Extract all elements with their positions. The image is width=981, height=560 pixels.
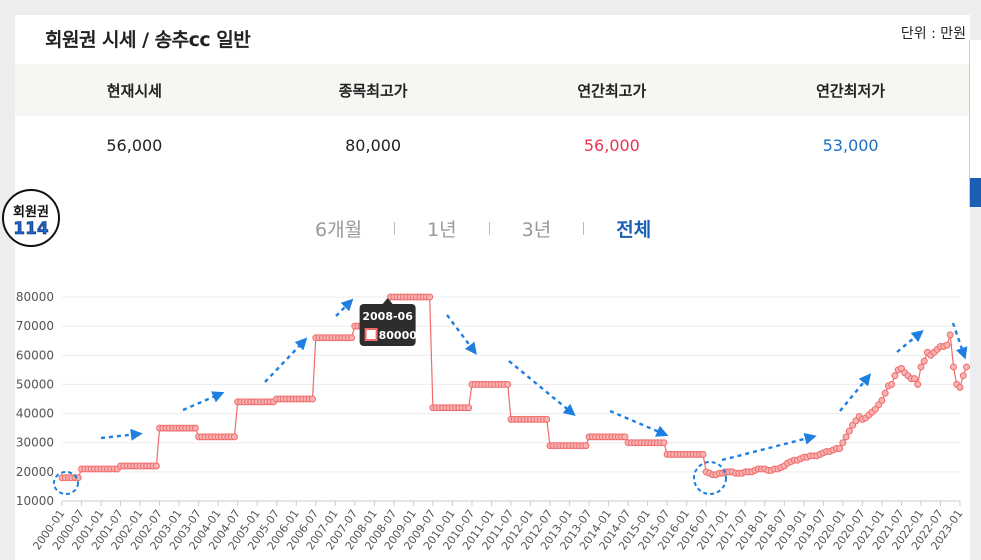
tab-all[interactable]: 전체: [616, 219, 652, 241]
data-point: [842, 433, 850, 441]
data-point: [949, 363, 957, 371]
data-point: [946, 331, 954, 339]
data-point: [888, 380, 896, 388]
data-point: [881, 389, 889, 397]
trend-arrow: [446, 314, 477, 355]
data-point: [956, 383, 964, 391]
data-point: [582, 442, 590, 450]
value-all-time-high: 80,000: [345, 135, 402, 155]
page-scrollbar-track[interactable]: [969, 40, 981, 207]
data-point: [891, 372, 899, 380]
data-point: [191, 424, 199, 432]
trend-arrow: [100, 428, 143, 441]
tab-3-years[interactable]: 3년: [521, 219, 552, 241]
trend-arrow: [839, 373, 872, 412]
price-summary-table: 현재시세 종목최고가 연간최고가 연간최저가 56,000 80,000 56,…: [15, 64, 970, 174]
data-point: [426, 293, 434, 301]
y-tick-label: 80000: [16, 290, 54, 304]
data-point: [910, 375, 918, 383]
tab-divider: [583, 222, 585, 235]
low-point-circle: [693, 461, 727, 495]
data-point: [660, 439, 668, 447]
logo-text-line2: 114: [13, 219, 49, 239]
summary-value-row: 56,000 80,000 56,000 53,000: [15, 116, 970, 174]
chart-panel: 회원권 시세 / 송추cc 일반 단위 : 만원 현재시세 종목최고가 연간최고…: [15, 15, 970, 560]
y-tick-label: 70000: [16, 319, 54, 333]
tab-divider: [488, 222, 490, 235]
data-point: [465, 404, 473, 412]
value-annual-low: 53,000: [822, 135, 879, 155]
y-tick-label: 60000: [16, 348, 54, 362]
y-tick-label: 40000: [16, 407, 54, 421]
unit-label: 단위 : 만원: [900, 26, 966, 42]
tooltip-legend-swatch: [364, 328, 378, 341]
value-current-price: 56,000: [106, 135, 163, 155]
tab-6-months[interactable]: 6개월: [315, 219, 363, 241]
data-point: [963, 363, 971, 371]
data-point: [230, 433, 238, 441]
header-all-time-high: 종목최고가: [338, 81, 408, 100]
value-annual-high: 56,000: [583, 135, 640, 155]
data-point: [836, 445, 844, 453]
data-point: [917, 363, 925, 371]
data-point: [621, 433, 629, 441]
header-annual-high: 연간최고가: [577, 81, 647, 100]
y-tick-label: 30000: [16, 436, 54, 450]
tab-divider: [394, 222, 396, 235]
page-scrollbar-thumb[interactable]: [970, 178, 981, 207]
page-title: 회원권 시세 / 송추cc 일반: [45, 29, 251, 51]
trend-arrow: [335, 298, 354, 317]
trend-arrow: [951, 322, 968, 360]
trend-arrow: [264, 337, 308, 383]
period-tabs: 6개월 1년 3년 전체: [315, 215, 651, 242]
tooltip-value: 80000: [379, 329, 418, 342]
trend-arrow: [896, 329, 924, 353]
data-point: [914, 380, 922, 388]
tab-1-year[interactable]: 1년: [427, 219, 457, 241]
logo-text-line1: 회원권: [13, 205, 49, 220]
header-current-price: 현재시세: [106, 81, 162, 100]
data-point: [152, 462, 160, 470]
data-point: [74, 474, 82, 482]
trend-arrow: [182, 391, 225, 412]
data-point: [878, 396, 886, 404]
data-point: [943, 341, 951, 349]
low-point-circle: [53, 471, 79, 495]
y-tick-label: 50000: [16, 377, 54, 391]
data-point: [959, 372, 967, 380]
summary-header-row: 현재시세 종목최고가 연간최고가 연간최저가: [15, 64, 970, 116]
data-point: [309, 395, 317, 403]
membership-114-logo: 회원권 114: [2, 189, 60, 247]
data-point: [920, 357, 928, 365]
data-point: [348, 334, 356, 342]
data-point: [699, 450, 707, 458]
tooltip-date: 2008-06: [362, 310, 413, 323]
tooltip-pointer: [382, 298, 393, 304]
data-point: [504, 380, 512, 388]
y-tick-label: 20000: [16, 465, 54, 479]
trend-arrow: [508, 360, 576, 417]
header-annual-low: 연간최저가: [816, 81, 886, 100]
y-tick-label: 10000: [16, 494, 54, 508]
data-point: [543, 415, 551, 423]
data-point: [845, 427, 853, 435]
data-point: [839, 439, 847, 447]
trend-arrow: [609, 409, 669, 437]
